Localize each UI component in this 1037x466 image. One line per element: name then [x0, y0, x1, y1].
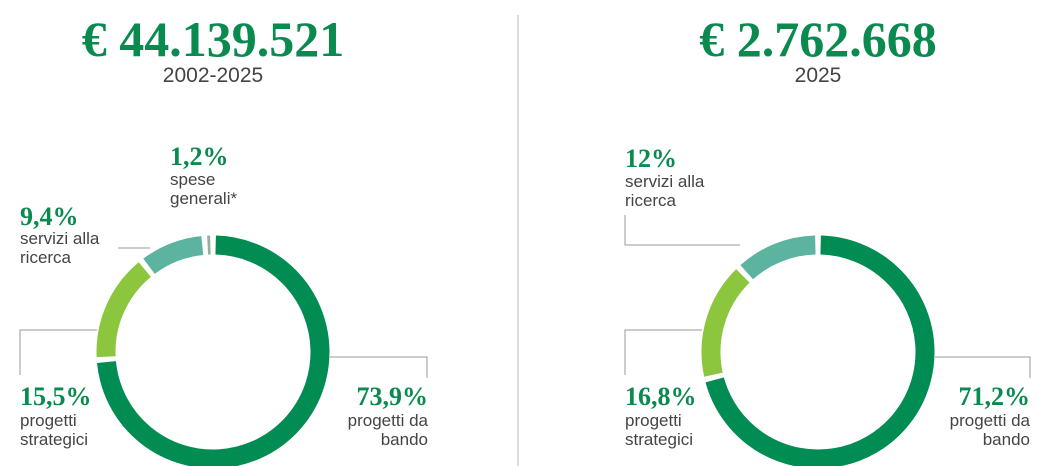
- category-label: servizi alla ricerca: [625, 172, 705, 210]
- donut-segment: [701, 269, 750, 377]
- value-label: 73,9%: [356, 382, 429, 411]
- value-label: 1,2%: [170, 142, 229, 171]
- value-label: 15,5%: [20, 382, 92, 411]
- category-label: servizi alla ricerca: [20, 229, 100, 267]
- leader-line: [330, 356, 428, 378]
- category-label: progetti da bando: [347, 411, 428, 449]
- donut-segment: [705, 235, 935, 466]
- leader-line: [624, 329, 702, 375]
- donut-segment: [97, 235, 330, 466]
- leader-line: [19, 329, 97, 375]
- chart-title: € 44.139.521: [81, 11, 345, 67]
- category-label: progetti strategici: [625, 411, 694, 449]
- value-label: 16,8%: [625, 382, 697, 411]
- value-label: 12%: [625, 144, 677, 173]
- category-label: spese generali*: [170, 170, 238, 208]
- chart-subtitle: 2002-2025: [162, 64, 264, 87]
- value-label: 9,4%: [20, 202, 79, 231]
- chart-subtitle: 2025: [794, 64, 842, 87]
- chart-title: € 2.762.668: [699, 11, 937, 67]
- donut-segment: [740, 235, 816, 280]
- value-label: 71,2%: [958, 382, 1031, 411]
- donut-segment: [143, 236, 204, 275]
- category-label: progetti strategici: [20, 411, 89, 449]
- leaders: [19, 215, 1031, 378]
- leader-line: [935, 356, 1031, 378]
- donut-segment: [96, 262, 152, 358]
- category-label: progetti da bando: [949, 411, 1030, 449]
- leader-line: [624, 215, 740, 246]
